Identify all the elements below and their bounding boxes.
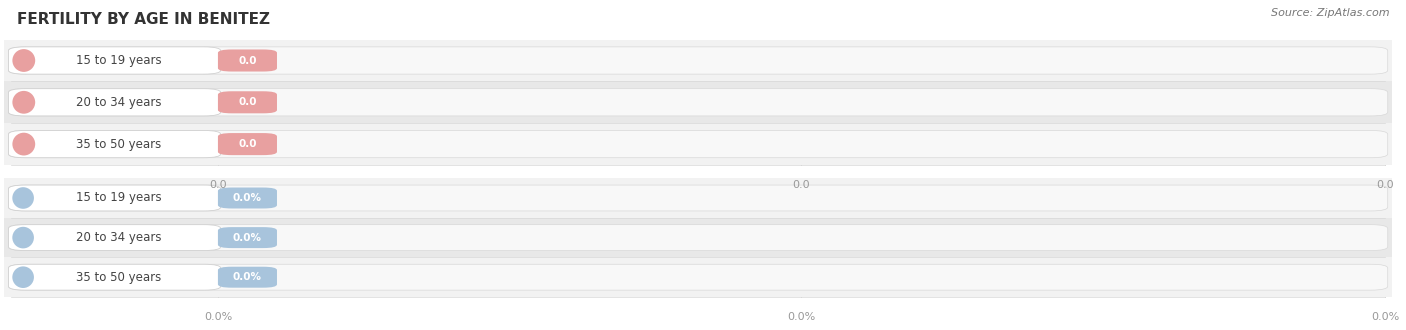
Text: 0.0%: 0.0% xyxy=(1371,312,1399,322)
Ellipse shape xyxy=(13,91,35,114)
Bar xyxy=(4,40,1392,82)
Text: 15 to 19 years: 15 to 19 years xyxy=(76,191,162,205)
Bar xyxy=(4,82,1392,123)
Text: 35 to 50 years: 35 to 50 years xyxy=(76,271,162,284)
Text: 20 to 34 years: 20 to 34 years xyxy=(76,96,162,109)
FancyBboxPatch shape xyxy=(8,130,1388,158)
Ellipse shape xyxy=(13,227,34,248)
Ellipse shape xyxy=(13,133,35,155)
Text: 0.0: 0.0 xyxy=(793,180,810,190)
Ellipse shape xyxy=(13,266,34,288)
Text: 20 to 34 years: 20 to 34 years xyxy=(76,231,162,244)
Text: 0.0: 0.0 xyxy=(238,139,257,149)
FancyBboxPatch shape xyxy=(218,227,277,248)
Text: 35 to 50 years: 35 to 50 years xyxy=(76,138,162,150)
FancyBboxPatch shape xyxy=(8,264,221,290)
FancyBboxPatch shape xyxy=(218,267,277,288)
Text: 15 to 19 years: 15 to 19 years xyxy=(76,54,162,67)
Text: 0.0: 0.0 xyxy=(238,97,257,107)
Text: Source: ZipAtlas.com: Source: ZipAtlas.com xyxy=(1271,8,1389,18)
FancyBboxPatch shape xyxy=(8,130,221,158)
FancyBboxPatch shape xyxy=(8,89,221,116)
Text: 0.0: 0.0 xyxy=(1376,180,1393,190)
FancyBboxPatch shape xyxy=(8,47,221,74)
FancyBboxPatch shape xyxy=(8,47,1388,74)
Ellipse shape xyxy=(13,187,34,209)
Text: 0.0: 0.0 xyxy=(238,55,257,65)
Text: 0.0%: 0.0% xyxy=(233,272,262,282)
FancyBboxPatch shape xyxy=(8,185,221,211)
Bar xyxy=(4,123,1392,165)
Bar xyxy=(4,178,1392,218)
Text: 0.0%: 0.0% xyxy=(233,193,262,203)
Text: 0.0%: 0.0% xyxy=(233,233,262,243)
Ellipse shape xyxy=(13,49,35,72)
FancyBboxPatch shape xyxy=(8,225,221,250)
Bar xyxy=(4,218,1392,257)
FancyBboxPatch shape xyxy=(218,50,277,72)
FancyBboxPatch shape xyxy=(218,133,277,155)
FancyBboxPatch shape xyxy=(8,185,1388,211)
Bar xyxy=(4,257,1392,297)
FancyBboxPatch shape xyxy=(8,225,1388,250)
Text: 0.0: 0.0 xyxy=(209,180,226,190)
FancyBboxPatch shape xyxy=(8,264,1388,290)
Text: 0.0%: 0.0% xyxy=(204,312,232,322)
FancyBboxPatch shape xyxy=(218,91,277,113)
Text: FERTILITY BY AGE IN BENITEZ: FERTILITY BY AGE IN BENITEZ xyxy=(17,12,270,26)
Text: 0.0%: 0.0% xyxy=(787,312,815,322)
FancyBboxPatch shape xyxy=(8,89,1388,116)
FancyBboxPatch shape xyxy=(218,187,277,209)
